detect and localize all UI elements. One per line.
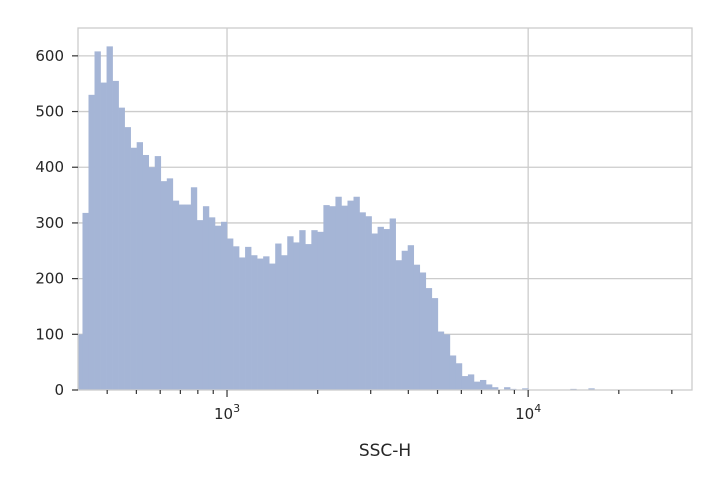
histogram-bar xyxy=(196,220,204,390)
histogram-bar xyxy=(413,264,421,390)
histogram-bar xyxy=(311,230,318,390)
histogram-bar xyxy=(407,245,415,390)
histogram-bar xyxy=(245,246,252,390)
histogram-bar xyxy=(389,218,396,390)
histogram-bar xyxy=(467,374,475,390)
histogram-bar xyxy=(184,204,192,390)
histogram-bar xyxy=(130,147,137,390)
histogram-bar xyxy=(305,244,312,390)
histogram-bar xyxy=(136,142,143,390)
histogram-bar xyxy=(371,233,378,390)
y-tick-label: 600 xyxy=(35,47,64,65)
x-tick-label: 103 xyxy=(214,402,240,423)
y-tick-label: 200 xyxy=(35,270,64,288)
histogram-bar xyxy=(395,260,402,390)
y-tick-label: 300 xyxy=(35,214,64,232)
y-tick-label: 400 xyxy=(35,158,64,176)
histogram-bar xyxy=(485,384,493,390)
histogram-bar xyxy=(112,80,119,391)
histogram-bar xyxy=(214,225,222,390)
histogram-bar xyxy=(449,355,457,390)
histogram-bar xyxy=(293,242,300,390)
histogram-bar xyxy=(353,196,360,390)
histogram-bar xyxy=(461,376,469,390)
histogram-bar xyxy=(239,257,246,390)
histogram-bar xyxy=(82,212,89,390)
histogram-bar xyxy=(383,229,390,390)
histogram-bar xyxy=(377,226,384,390)
histogram-bar xyxy=(323,205,330,390)
histogram-bar xyxy=(94,51,101,390)
histogram-bar xyxy=(473,381,481,390)
y-tick-labels: 0 100 200 300 400 500 600 xyxy=(35,47,64,399)
histogram-bar xyxy=(365,216,372,390)
histogram-bar xyxy=(202,206,210,390)
histogram-bar xyxy=(299,230,306,390)
plot-frame xyxy=(77,27,693,391)
histogram-bar xyxy=(154,156,162,390)
histogram-bar xyxy=(275,243,282,390)
histogram-bar xyxy=(220,221,228,390)
histogram-bar xyxy=(492,387,499,390)
histogram-bar xyxy=(419,272,427,390)
y-tick-label: 500 xyxy=(35,103,64,121)
histogram-bar xyxy=(455,363,463,390)
histogram-bar xyxy=(347,200,354,390)
histogram-bar xyxy=(479,379,487,390)
histogram-bar xyxy=(178,204,186,390)
histogram-bar xyxy=(233,246,240,390)
histogram-bar xyxy=(359,212,366,390)
y-tick-label: 0 xyxy=(54,381,64,399)
histogram-bars xyxy=(78,46,595,391)
histogram-bar xyxy=(287,236,294,390)
histogram-bar xyxy=(190,187,198,390)
histogram-bar xyxy=(504,387,511,390)
histogram-bar xyxy=(522,388,529,390)
histogram-bar xyxy=(227,238,234,390)
histogram-bar xyxy=(341,205,348,390)
histogram-bar xyxy=(166,178,174,390)
histogram-bar xyxy=(142,154,150,390)
histogram-bar xyxy=(269,263,276,390)
histogram-bar xyxy=(118,107,125,390)
histogram-bar xyxy=(401,250,409,390)
histogram-bar xyxy=(263,256,270,390)
histogram-bar xyxy=(588,388,595,390)
histogram-bar xyxy=(281,255,288,390)
x-axis-label: SSC-H xyxy=(359,441,411,461)
histogram-bar xyxy=(257,258,264,390)
histogram-bar xyxy=(124,127,131,390)
histogram-bar xyxy=(148,167,156,390)
histogram-bar xyxy=(329,206,336,390)
histogram-bar xyxy=(160,181,168,390)
histogram-bar xyxy=(172,200,180,390)
histogram-bar xyxy=(443,334,451,390)
histogram-bar xyxy=(437,331,445,390)
histogram-bar xyxy=(208,217,216,390)
histogram-bar xyxy=(251,255,258,390)
histogram-bar xyxy=(106,46,113,391)
histogram-bar xyxy=(100,82,107,390)
histogram-bar xyxy=(317,231,324,390)
histogram-bar xyxy=(78,334,83,390)
axis-ticks xyxy=(72,55,673,397)
histogram-bar xyxy=(335,196,342,390)
x-tick-labels: 103 104 xyxy=(214,402,541,423)
histogram-bar xyxy=(431,298,439,390)
histogram-bar xyxy=(88,94,95,390)
x-tick-label: 104 xyxy=(515,402,541,423)
histogram-bar xyxy=(425,288,433,390)
y-tick-label: 100 xyxy=(35,325,64,343)
